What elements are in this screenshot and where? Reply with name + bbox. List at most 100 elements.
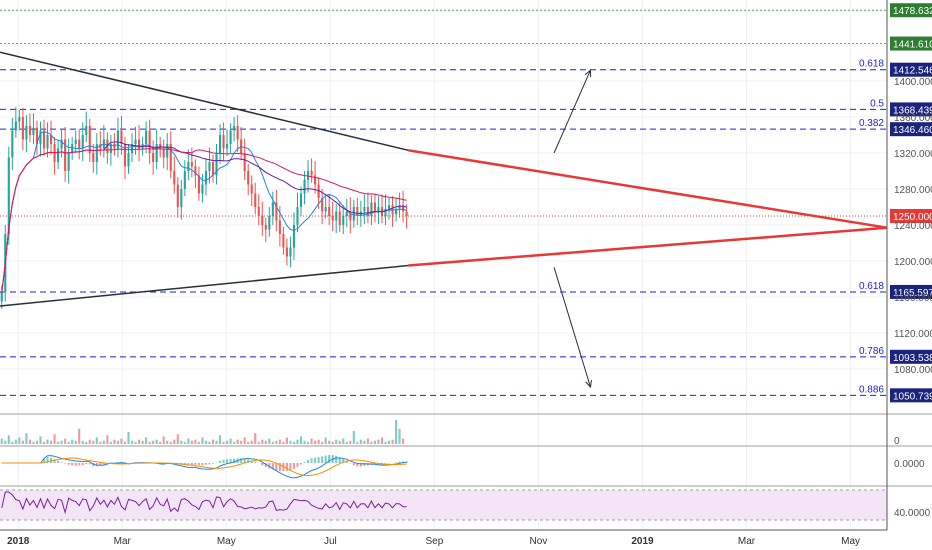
candle-body [271, 202, 274, 216]
fib-ratio-label: 0.618 [859, 281, 884, 292]
candle-body [169, 144, 172, 171]
volume-bar [243, 437, 246, 444]
volume-bar [74, 440, 77, 444]
volume-bar [60, 440, 63, 444]
candle-body [384, 208, 387, 216]
volume-bar [32, 441, 35, 444]
triangle-pattern-layer [0, 51, 888, 307]
volume-bar [352, 431, 355, 444]
candle-body [201, 184, 204, 194]
candle-body [335, 211, 338, 221]
candle-body [166, 144, 169, 158]
volume-bar [0, 438, 3, 444]
candle-body [35, 127, 39, 144]
volume-bar [226, 440, 229, 444]
volume-bar [194, 439, 197, 444]
moving-average-line [1, 131, 407, 293]
time-axis-layer: 2018 Mar May Jul Sep Nov 2019 Mar May [0, 529, 887, 547]
macd-histogram-bar [299, 463, 303, 465]
rsi-band [0, 490, 887, 520]
fib-level-label: 1050.739 [893, 391, 932, 402]
volume-bar [67, 441, 70, 444]
fib-level-badge [890, 388, 932, 403]
volume-bar [338, 440, 341, 444]
volume-bar [233, 441, 236, 444]
macd-histogram-bar [356, 463, 359, 467]
candle-body [268, 216, 271, 230]
fib-level-badge [890, 102, 932, 117]
candle-body [148, 130, 151, 153]
macd-histogram-bar [240, 458, 243, 463]
macd-histogram-bar [317, 457, 320, 463]
volume-bar [292, 441, 296, 444]
macd-histogram-bar [57, 460, 60, 463]
fib-ratio-label: 0.618 [859, 59, 884, 70]
volume-bar [299, 436, 303, 444]
volume-bar [92, 440, 95, 444]
candle-body [78, 139, 81, 149]
volume-bar [152, 440, 155, 444]
volume-bar [138, 439, 141, 444]
price-pane-background [0, 0, 887, 414]
volume-bar [18, 437, 21, 444]
candle-body [71, 144, 74, 153]
macd-histogram-bar [398, 461, 401, 463]
candle-body [204, 171, 208, 185]
fib-level-badge [890, 62, 932, 77]
volume-bar [345, 441, 348, 444]
volume-bar [25, 433, 28, 444]
time-tick-label: Sep [425, 536, 443, 547]
volume-bar [7, 435, 10, 444]
macd-histogram-bar [310, 458, 313, 463]
volume-bar [268, 438, 271, 444]
volume-bar [314, 440, 317, 444]
candle-body [278, 220, 281, 234]
volume-bar [4, 440, 7, 444]
grid-layer [0, 0, 887, 530]
candle-body [183, 171, 186, 189]
candle-body [81, 135, 84, 149]
candle-body [127, 153, 130, 167]
candle-body [162, 148, 165, 158]
candle-body [155, 144, 158, 162]
macd-histogram-bar [81, 463, 84, 466]
volume-bar [395, 420, 398, 444]
volume-bar [46, 439, 49, 444]
candle-body [109, 144, 112, 153]
volume-bar [28, 439, 31, 444]
volume-bar [42, 441, 46, 444]
macd-histogram-bar [74, 463, 77, 466]
macd-histogram-bar [243, 458, 246, 463]
price-tick-label: 1120.000 [894, 329, 932, 340]
volume-bar [257, 441, 260, 444]
macd-histogram-bar [292, 463, 296, 469]
moving-average-line [1, 148, 407, 293]
volume-bar [99, 441, 102, 444]
macd-axis-label: 0.0000 [894, 459, 925, 470]
volume-bar [35, 440, 39, 444]
candle-body [299, 193, 303, 207]
candle-body [64, 139, 67, 171]
fib-level-badge [890, 122, 932, 137]
macd-signal-line [1, 457, 407, 477]
macd-histogram-bar [190, 463, 193, 466]
candle-body [211, 162, 215, 176]
macd-histogram-bar [187, 463, 190, 466]
candle-body [187, 162, 190, 171]
candle-body [116, 130, 119, 149]
candle-body [345, 211, 348, 216]
triangle-lower-trendline [0, 264, 409, 307]
candle-body [363, 207, 366, 212]
volume-bar [261, 439, 264, 444]
candle-body [190, 162, 193, 167]
time-tick-label: 2018 [7, 536, 30, 547]
fib-ratio-label: 0.382 [859, 118, 884, 129]
macd-histogram-bar [229, 459, 232, 463]
volume-bar [271, 441, 274, 444]
volume-bar [57, 441, 60, 444]
volume-bar [275, 440, 278, 444]
macd-histogram-bar [0, 463, 3, 464]
candle-body [349, 211, 352, 221]
